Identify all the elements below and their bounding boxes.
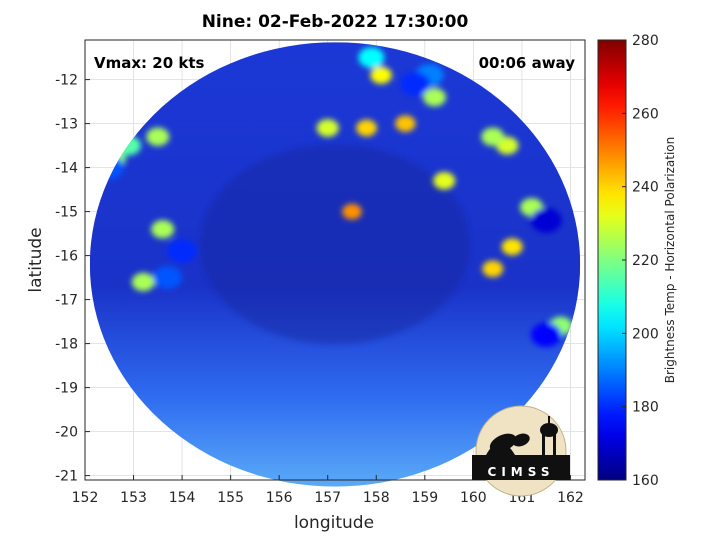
x-tick-label: 157 bbox=[314, 490, 341, 506]
x-tick-label: 159 bbox=[411, 490, 438, 506]
x-tick-label: 153 bbox=[120, 490, 147, 506]
feature-point bbox=[146, 127, 170, 147]
x-tick-label: 155 bbox=[217, 490, 244, 506]
plot-frame bbox=[84, 39, 586, 481]
feature-point bbox=[151, 219, 175, 239]
y-tick-label: -12 bbox=[55, 73, 78, 89]
feature-point bbox=[482, 260, 504, 278]
feature-point bbox=[131, 272, 155, 292]
y-tick-label: -16 bbox=[55, 249, 78, 265]
x-tick-label: 152 bbox=[72, 490, 99, 506]
y-axis: -12 -13 -14 -15 -16 -17 -18 -19 -20 -21 bbox=[55, 73, 90, 485]
y-tick-label: -15 bbox=[55, 205, 78, 221]
colorbar-tick-label: 180 bbox=[632, 400, 659, 416]
y-tick-label: -13 bbox=[55, 117, 78, 133]
feature-point bbox=[501, 238, 523, 256]
colorbar-scale bbox=[597, 39, 627, 481]
colorbar-tick-label: 280 bbox=[632, 33, 659, 49]
x-tick-label: 160 bbox=[460, 490, 487, 506]
x-axis-label: longitude bbox=[294, 513, 374, 533]
feature-point bbox=[531, 322, 562, 347]
y-tick-label: -20 bbox=[55, 425, 78, 441]
feature-point bbox=[481, 127, 505, 147]
feature-point bbox=[153, 266, 182, 290]
swath-cold-core bbox=[200, 144, 470, 345]
colorbar-tick-label: 220 bbox=[632, 253, 659, 269]
x-tick-label: 154 bbox=[169, 490, 196, 506]
feature-point bbox=[530, 207, 562, 233]
colorbar-tick-label: 260 bbox=[632, 106, 659, 122]
y-tick-label: -14 bbox=[55, 161, 78, 177]
y-axis-label: latitude bbox=[26, 227, 46, 292]
feature-point bbox=[356, 119, 377, 137]
colorbar-tick-label: 240 bbox=[632, 180, 659, 196]
colorbar: 160 180 200 220 240 260 280 bbox=[597, 33, 659, 489]
x-tick-label: 156 bbox=[266, 490, 293, 506]
y-tick-label: -21 bbox=[55, 469, 78, 485]
colorbar-tick-label: 200 bbox=[632, 326, 659, 342]
logo-text: CIMSS bbox=[488, 465, 555, 479]
colorbar-tick-label: 160 bbox=[632, 473, 659, 489]
axes-box bbox=[84, 39, 586, 481]
y-tick-label: -18 bbox=[55, 337, 78, 353]
chart-title: Nine: 02-Feb-2022 17:30:00 bbox=[202, 12, 469, 32]
feature-point bbox=[423, 87, 447, 107]
feature-point bbox=[342, 203, 362, 220]
feature-point bbox=[395, 115, 416, 132]
feature-point bbox=[358, 47, 385, 68]
feature-point bbox=[400, 72, 430, 96]
feature-point bbox=[433, 172, 456, 190]
vmax-annotation: Vmax: 20 kts bbox=[94, 54, 204, 72]
cimss-logo: CIMSS bbox=[472, 405, 570, 497]
feature-point bbox=[167, 239, 197, 264]
y-tick-label: -19 bbox=[55, 381, 78, 397]
colorbar-label: Brightness Temp - Horizontal Polarizatio… bbox=[663, 137, 677, 384]
feature-point bbox=[370, 66, 392, 84]
x-tick-label: 158 bbox=[363, 490, 390, 506]
y-tick-label: -17 bbox=[55, 293, 78, 309]
x-tick-label: 162 bbox=[557, 490, 584, 506]
x-axis: 152 153 154 155 156 157 158 159 160 161 162 bbox=[72, 475, 584, 506]
time-away-annotation: 00:06 away bbox=[479, 54, 576, 72]
feature-point bbox=[316, 119, 339, 137]
